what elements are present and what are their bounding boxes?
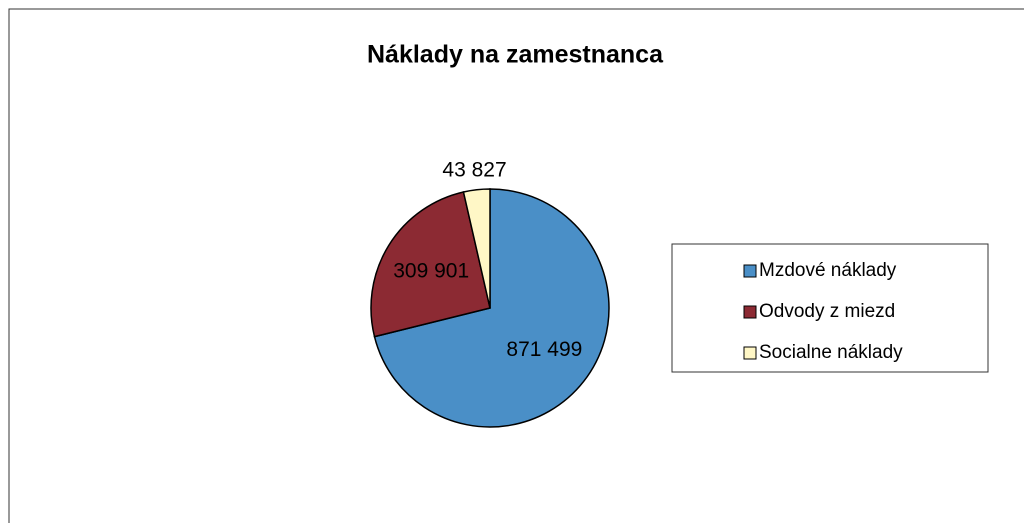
legend-label: Mzdové náklady	[759, 260, 897, 281]
pie-slice	[462, 188, 491, 309]
legend-swatch	[743, 264, 757, 278]
chart-title: Náklady na zamestnanca	[367, 41, 664, 69]
legend-swatch	[743, 305, 757, 319]
data-label: 43 827	[442, 158, 506, 181]
pie-slice	[370, 191, 491, 338]
legend-label: Odvody z miezd	[759, 301, 895, 322]
legend-label: Socialne náklady	[759, 342, 903, 363]
data-label: 871 499	[506, 338, 582, 361]
legend-box	[671, 243, 989, 373]
legend-swatch	[743, 346, 757, 360]
data-label: 309 901	[393, 259, 469, 282]
pie-slice	[373, 188, 610, 428]
